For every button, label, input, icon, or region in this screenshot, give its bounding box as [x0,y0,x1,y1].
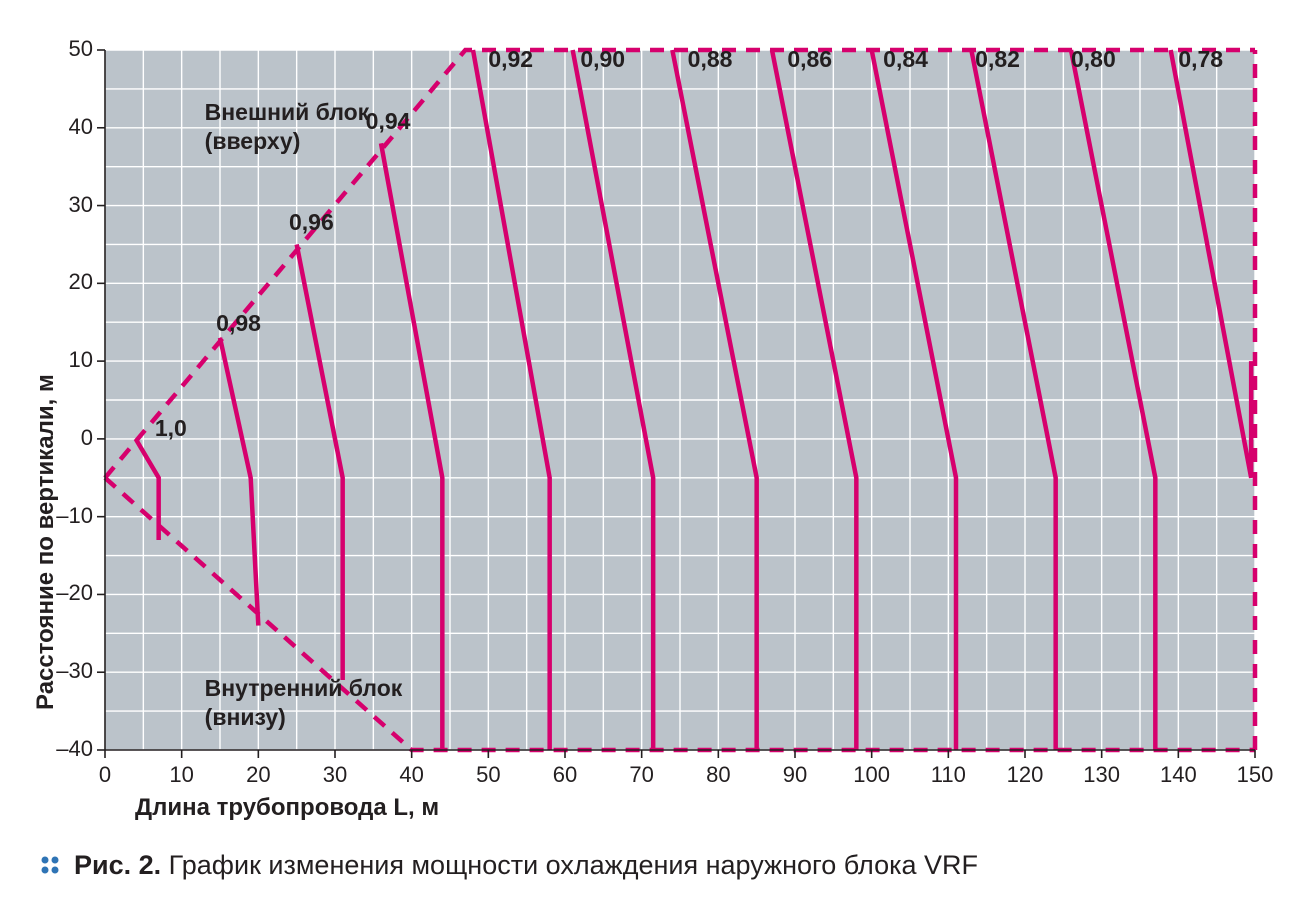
y-tick-label: –10 [45,503,93,529]
curve-value-label: 0,88 [688,46,733,73]
x-tick-label: 40 [387,762,437,788]
x-axis-label: Длина трубопровода L, м [135,794,439,822]
x-tick-label: 30 [310,762,360,788]
curve-value-label: 0,90 [580,46,625,73]
x-tick-label: 90 [770,762,820,788]
x-tick-label: 100 [847,762,897,788]
y-tick-label: 30 [45,192,93,218]
y-tick-label: 50 [45,36,93,62]
x-tick-label: 140 [1153,762,1203,788]
curve-value-label: 1,0 [155,415,187,442]
y-tick-label: 0 [45,425,93,451]
chart-annotation: Внутренний блок(внизу) [205,674,403,732]
x-tick-label: 150 [1230,762,1280,788]
x-tick-label: 110 [923,762,973,788]
y-tick-label: –30 [45,658,93,684]
figure-caption: Рис. 2. График изменения мощности охлажд… [40,850,978,881]
curve-value-label: 0,94 [366,108,411,135]
bullet-icon [40,855,62,877]
x-tick-label: 60 [540,762,590,788]
curve-value-label: 0,80 [1071,46,1116,73]
y-tick-label: 20 [45,269,93,295]
y-tick-label: –40 [45,736,93,762]
curve-value-label: 0,96 [289,209,334,236]
y-tick-label: 10 [45,347,93,373]
x-tick-label: 20 [233,762,283,788]
x-tick-label: 80 [693,762,743,788]
y-tick-label: –20 [45,580,93,606]
x-tick-label: 0 [80,762,130,788]
x-tick-label: 50 [463,762,513,788]
curve-value-label: 0,98 [216,310,261,337]
x-tick-label: 130 [1077,762,1127,788]
chart-annotation: Внешний блок(вверху) [205,98,370,156]
curve-value-label: 0,78 [1178,46,1223,73]
y-tick-label: 40 [45,114,93,140]
curve-value-label: 0,92 [488,46,533,73]
curve-value-label: 0,86 [787,46,832,73]
caption-text: Рис. 2. График изменения мощности охлажд… [74,850,978,881]
curve-value-label: 0,84 [883,46,928,73]
x-tick-label: 70 [617,762,667,788]
curve-value-label: 0,82 [975,46,1020,73]
x-tick-label: 120 [1000,762,1050,788]
x-tick-label: 10 [157,762,207,788]
